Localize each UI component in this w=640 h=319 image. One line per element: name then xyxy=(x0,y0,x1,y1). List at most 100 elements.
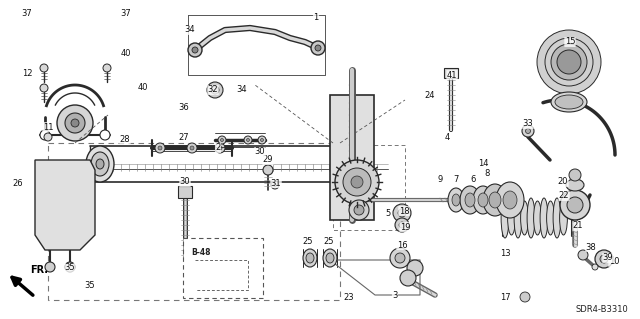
Text: 36: 36 xyxy=(179,103,189,113)
Text: 31: 31 xyxy=(271,179,282,188)
Ellipse shape xyxy=(508,201,515,235)
Text: 22: 22 xyxy=(559,191,569,201)
Text: 39: 39 xyxy=(603,254,613,263)
Text: 34: 34 xyxy=(237,85,247,94)
Circle shape xyxy=(578,250,588,260)
Text: 5: 5 xyxy=(385,209,390,218)
Ellipse shape xyxy=(540,198,548,238)
Text: 19: 19 xyxy=(400,222,410,232)
Text: 28: 28 xyxy=(120,135,131,144)
Text: 13: 13 xyxy=(500,249,510,258)
Text: 29: 29 xyxy=(263,155,273,165)
Text: 7: 7 xyxy=(453,174,459,183)
Circle shape xyxy=(520,292,530,302)
Circle shape xyxy=(567,197,583,213)
Ellipse shape xyxy=(465,193,475,207)
Text: 27: 27 xyxy=(179,132,189,142)
Ellipse shape xyxy=(501,198,509,238)
Circle shape xyxy=(65,262,75,272)
Circle shape xyxy=(395,253,405,263)
Ellipse shape xyxy=(489,192,501,208)
Text: FR.: FR. xyxy=(30,265,48,275)
Circle shape xyxy=(398,209,406,217)
Ellipse shape xyxy=(91,152,109,176)
Circle shape xyxy=(545,38,593,86)
Circle shape xyxy=(40,130,50,140)
Bar xyxy=(178,186,192,198)
Ellipse shape xyxy=(452,194,460,206)
Circle shape xyxy=(221,138,223,142)
Circle shape xyxy=(400,270,416,286)
Text: 35: 35 xyxy=(84,280,95,290)
Circle shape xyxy=(349,200,369,220)
Ellipse shape xyxy=(527,198,535,238)
Ellipse shape xyxy=(496,182,524,218)
Ellipse shape xyxy=(555,95,583,109)
Text: 20: 20 xyxy=(557,177,568,187)
Text: 3: 3 xyxy=(392,291,397,300)
Circle shape xyxy=(525,129,531,133)
Text: 37: 37 xyxy=(22,10,33,19)
Text: 34: 34 xyxy=(185,26,195,34)
Text: 4: 4 xyxy=(444,133,450,143)
Circle shape xyxy=(315,45,321,51)
Text: 37: 37 xyxy=(120,10,131,19)
Circle shape xyxy=(569,169,581,181)
Circle shape xyxy=(560,190,590,220)
Circle shape xyxy=(595,250,613,268)
Text: 25: 25 xyxy=(303,236,313,246)
Text: 35: 35 xyxy=(65,263,76,272)
Circle shape xyxy=(557,50,581,74)
Circle shape xyxy=(393,204,411,222)
Circle shape xyxy=(395,218,409,232)
Circle shape xyxy=(271,181,279,189)
Text: SDR4-B3310: SDR4-B3310 xyxy=(575,305,628,314)
Text: 15: 15 xyxy=(564,38,575,47)
Text: 21: 21 xyxy=(573,221,583,231)
Bar xyxy=(183,238,263,298)
Text: 14: 14 xyxy=(477,159,488,167)
Ellipse shape xyxy=(483,184,507,216)
Circle shape xyxy=(218,146,222,150)
Circle shape xyxy=(258,136,266,144)
Ellipse shape xyxy=(547,201,554,235)
Circle shape xyxy=(351,176,363,188)
Text: 9: 9 xyxy=(437,174,443,183)
Circle shape xyxy=(260,138,264,142)
Circle shape xyxy=(100,130,110,140)
Circle shape xyxy=(551,44,587,80)
Circle shape xyxy=(390,248,410,268)
Ellipse shape xyxy=(448,188,464,212)
Text: 25: 25 xyxy=(324,236,334,246)
Circle shape xyxy=(592,264,598,270)
Text: 41: 41 xyxy=(447,70,457,79)
Circle shape xyxy=(335,160,379,204)
Ellipse shape xyxy=(534,201,541,235)
Circle shape xyxy=(522,125,534,137)
Text: 18: 18 xyxy=(399,206,410,216)
Circle shape xyxy=(246,138,250,142)
Ellipse shape xyxy=(323,249,337,267)
Circle shape xyxy=(103,64,111,72)
Circle shape xyxy=(407,260,423,276)
Bar xyxy=(215,250,227,260)
Circle shape xyxy=(155,143,165,153)
Ellipse shape xyxy=(473,186,493,214)
Circle shape xyxy=(192,47,198,53)
Circle shape xyxy=(45,262,55,272)
Ellipse shape xyxy=(520,201,529,235)
Ellipse shape xyxy=(551,92,587,112)
Bar xyxy=(444,68,458,78)
Circle shape xyxy=(311,41,325,55)
Text: 33: 33 xyxy=(523,120,533,129)
Text: 6: 6 xyxy=(470,175,476,184)
Text: 10: 10 xyxy=(609,257,620,266)
Circle shape xyxy=(211,86,219,94)
Circle shape xyxy=(40,64,48,72)
Text: 16: 16 xyxy=(397,241,407,249)
Text: 24: 24 xyxy=(425,91,435,100)
Circle shape xyxy=(273,183,276,187)
Circle shape xyxy=(40,84,48,92)
Text: 17: 17 xyxy=(500,293,510,302)
Circle shape xyxy=(188,43,202,57)
